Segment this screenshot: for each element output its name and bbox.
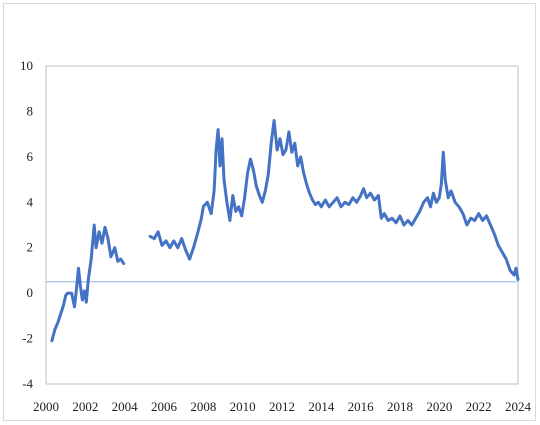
x-axis-ticks: 2000 2002 2004 2006 2008 2010 2012 2014 2016 2018… [33,399,532,414]
x-tick-label: 2018 [387,399,413,414]
chart-frame [3,3,536,421]
x-tick-label: 2010 [230,399,256,414]
x-tick-label: 2016 [348,399,375,414]
x-tick-label: 2000 [33,399,59,414]
y-tick-label: 10 [20,58,33,73]
x-tick-label: 2020 [426,399,452,414]
series-lines [50,119,520,343]
x-tick-label: 2014 [308,399,335,414]
x-tick-label: 2006 [151,399,178,414]
x-tick-label: 2002 [72,399,98,414]
x-tick-label: 2004 [112,399,139,414]
x-tick-label: 2022 [466,399,492,414]
plot-area-border [45,65,519,385]
series-line-segment [50,223,126,343]
series-line-segment [148,119,520,281]
x-tick-label: 2024 [505,399,532,414]
y-tick-label: 2 [27,240,34,255]
y-tick-label: 0 [27,285,34,300]
y-axis-ticks: -4 -2 0 2 4 6 8 10 [20,58,34,391]
y-tick-label: 6 [27,149,34,164]
y-tick-label: -2 [22,331,33,346]
x-tick-label: 2012 [269,399,295,414]
x-tick-label: 2008 [190,399,216,414]
y-tick-label: 8 [27,103,34,118]
y-tick-label: -4 [22,376,33,391]
y-tick-label: 4 [27,194,34,209]
